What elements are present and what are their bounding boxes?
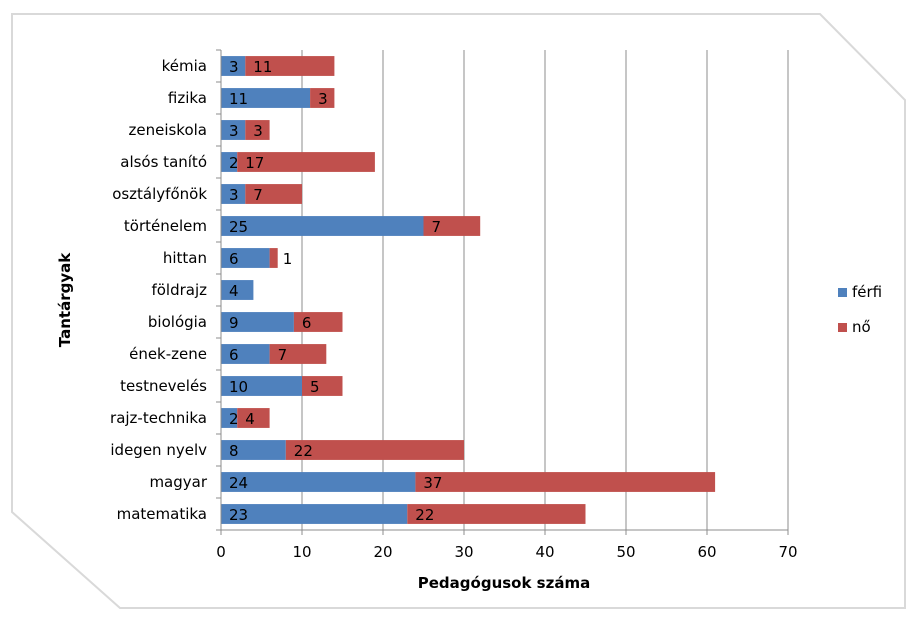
category-label: testnevelés <box>120 377 207 395</box>
x-tick-label: 0 <box>216 543 226 561</box>
category-label: hittan <box>163 249 207 267</box>
bar-férfi <box>221 88 311 108</box>
bar-nő <box>310 88 335 108</box>
data-label: 3 <box>253 122 263 140</box>
legend-swatch <box>838 288 847 297</box>
data-label: 10 <box>229 378 248 396</box>
axes: 0 10 20 30 40 50 60 70 kémia fizika zeneiskola alsó… <box>110 49 798 561</box>
legend-label: férfi <box>852 283 882 301</box>
data-label: 9 <box>229 314 239 332</box>
data-label: 7 <box>432 218 442 236</box>
data-label: 4 <box>245 410 255 428</box>
data-label: 2 <box>229 154 239 172</box>
bar-nő <box>237 152 375 172</box>
x-tick-label: 70 <box>778 543 797 561</box>
data-label: 11 <box>229 90 248 108</box>
legend: férfi nő <box>838 283 882 336</box>
category-label: fizika <box>168 89 207 107</box>
bar-nő <box>407 504 586 524</box>
x-tick-label: 40 <box>535 543 554 561</box>
category-label: alsós tanító <box>120 153 207 171</box>
bar-nő <box>302 376 343 396</box>
bar-férfi <box>221 216 424 236</box>
data-label: 3 <box>318 90 328 108</box>
category-label: rajz-technika <box>110 409 207 427</box>
data-label: 5 <box>310 378 320 396</box>
data-label: 4 <box>229 282 239 300</box>
bar-férfi <box>221 184 246 204</box>
bar-férfi <box>221 120 246 140</box>
legend-label: nő <box>852 318 871 336</box>
bar-nő <box>415 472 716 492</box>
category-label: idegen nyelv <box>110 441 207 459</box>
bar-férfi <box>221 248 270 268</box>
bar-férfi <box>221 344 270 364</box>
data-label: 22 <box>415 506 434 524</box>
data-label: 3 <box>229 122 239 140</box>
bar-férfi <box>221 472 416 492</box>
data-label: 7 <box>253 186 263 204</box>
data-label: 25 <box>229 218 248 236</box>
category-label: matematika <box>117 505 207 523</box>
bar-nő <box>293 312 343 332</box>
data-label: 23 <box>229 506 248 524</box>
bar-nő <box>269 344 327 364</box>
data-label: 1 <box>283 250 293 268</box>
bar-nő <box>269 248 278 268</box>
data-label: 6 <box>302 314 312 332</box>
data-label: 2 <box>229 410 239 428</box>
bar-férfi <box>221 440 286 460</box>
x-tick-label: 60 <box>697 543 716 561</box>
category-label: történelem <box>124 217 207 235</box>
x-tick-label: 30 <box>454 543 473 561</box>
data-label: 7 <box>278 346 288 364</box>
category-label: zeneiskola <box>128 121 207 139</box>
data-label: 3 <box>229 186 239 204</box>
bar-férfi <box>221 504 408 524</box>
bar-nő <box>245 120 270 140</box>
bar-nő <box>285 440 464 460</box>
data-label: 11 <box>253 58 272 76</box>
data-label: 6 <box>229 250 239 268</box>
data-label: 3 <box>229 58 239 76</box>
bar-nő <box>245 56 335 76</box>
bar-férfi <box>221 376 302 396</box>
bar-férfi <box>221 56 246 76</box>
x-axis-label: Pedagógusok száma <box>418 574 590 592</box>
data-label: 22 <box>294 442 313 460</box>
data-label: 6 <box>229 346 239 364</box>
x-tick-label: 10 <box>292 543 311 561</box>
data-label: 24 <box>229 474 248 492</box>
category-label: kémia <box>162 57 207 75</box>
x-tick-label: 20 <box>373 543 392 561</box>
data-label: 8 <box>229 442 239 460</box>
bar-férfi <box>221 152 238 172</box>
y-axis-label: Tantárgyak <box>56 252 74 347</box>
category-label: magyar <box>149 473 207 491</box>
category-label: biológia <box>148 313 207 331</box>
data-label: 37 <box>423 474 442 492</box>
x-tick-label: 50 <box>616 543 635 561</box>
category-label: ének-zene <box>129 345 207 363</box>
bar-férfi <box>221 312 294 332</box>
bar-férfi <box>221 280 254 300</box>
category-label: osztályfőnök <box>112 185 207 203</box>
legend-swatch <box>838 323 847 332</box>
bar-nő <box>423 216 481 236</box>
data-label: 17 <box>245 154 264 172</box>
bar-nő <box>245 184 302 204</box>
bar-férfi <box>221 408 238 428</box>
category-label: földrajz <box>151 281 207 299</box>
bar-nő <box>237 408 270 428</box>
